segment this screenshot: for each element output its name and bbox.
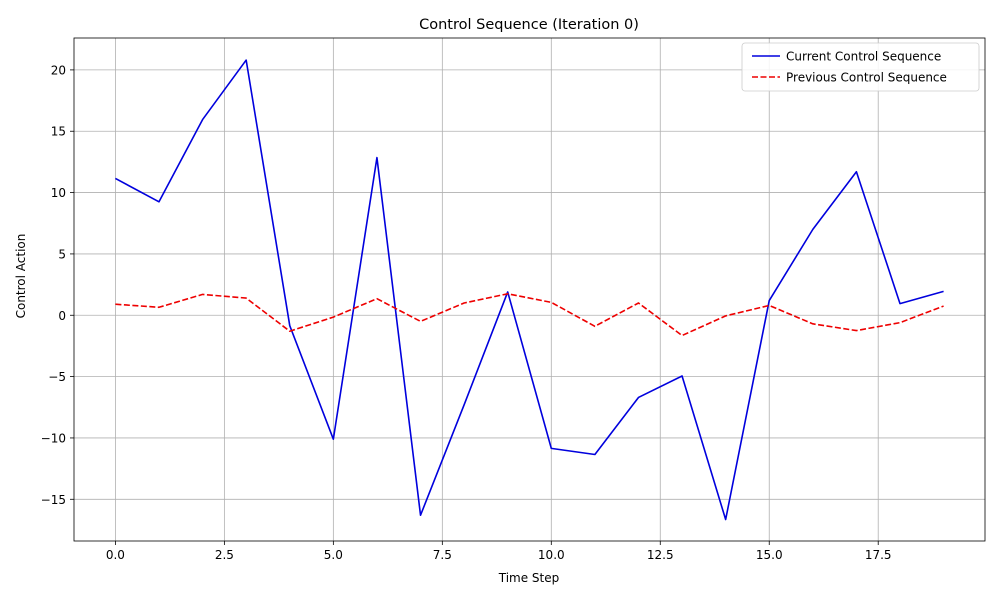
y-tick-label: 0 xyxy=(58,309,66,323)
y-tick-label: −15 xyxy=(41,493,66,507)
series-line-current xyxy=(115,59,944,521)
x-tick-label: 10.0 xyxy=(538,548,565,562)
y-tick-label: −5 xyxy=(48,370,66,384)
legend-label-current: Current Control Sequence xyxy=(786,50,941,64)
x-axis-label: Time Step xyxy=(498,571,560,585)
x-axis-ticks: 0.0 2.5 5.0 7.5 10.0 12.5 15.0 17.5 xyxy=(106,541,892,562)
x-tick-label: 12.5 xyxy=(647,548,674,562)
chart-title: Control Sequence (Iteration 0) xyxy=(419,17,639,33)
x-gridlines xyxy=(115,38,879,541)
x-tick-label: 0.0 xyxy=(106,548,125,562)
legend: Current Control Sequence Previous Contro… xyxy=(741,42,980,92)
y-tick-label: 5 xyxy=(58,247,66,261)
legend-box xyxy=(741,42,980,92)
x-tick-label: 7.5 xyxy=(433,548,452,562)
y-tick-label: 15 xyxy=(51,125,66,139)
y-tick-label: 20 xyxy=(51,63,66,77)
y-tick-label: −10 xyxy=(41,431,66,445)
x-tick-label: 2.5 xyxy=(215,548,234,562)
y-axis-ticks: −15 −10 −5 0 5 10 15 20 xyxy=(41,63,74,507)
plot-area-frame xyxy=(73,37,986,542)
y-axis-label: Control Action xyxy=(14,234,28,319)
y-tick-label: 10 xyxy=(51,186,66,200)
legend-label-previous: Previous Control Sequence xyxy=(786,71,947,85)
series-lines xyxy=(115,59,944,521)
series-line-previous xyxy=(115,292,944,337)
x-tick-label: 5.0 xyxy=(324,548,343,562)
y-gridlines xyxy=(74,69,985,500)
x-tick-label: 17.5 xyxy=(865,548,892,562)
x-tick-label: 15.0 xyxy=(756,548,783,562)
